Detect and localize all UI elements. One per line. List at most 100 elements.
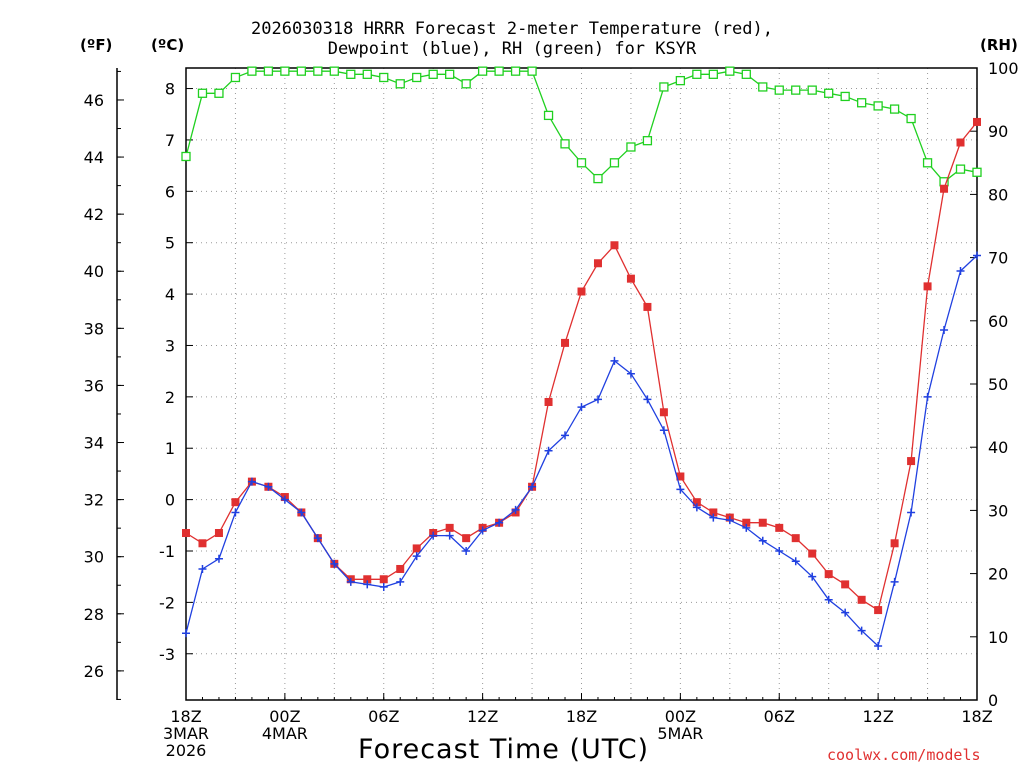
dewpoint-point xyxy=(379,582,388,591)
fahrenheit-axis-unit: (ºF) xyxy=(80,36,113,54)
temperature-point xyxy=(923,282,932,291)
chart-series xyxy=(181,66,982,651)
rh-tick-label: 20 xyxy=(988,565,1008,584)
dewpoint-point xyxy=(412,552,421,561)
rh-point xyxy=(280,66,290,76)
temperature-point xyxy=(462,534,471,543)
dewpoint-point xyxy=(626,369,635,378)
dewpoint-point xyxy=(692,503,701,512)
rh-point xyxy=(741,69,751,79)
rh-point xyxy=(461,79,471,89)
rh-tick-label: 30 xyxy=(988,501,1008,520)
dewpoint-point xyxy=(907,508,916,517)
chart-title-line1: 2026030318 HRRR Forecast 2-meter Tempera… xyxy=(251,19,773,39)
rh-point xyxy=(346,69,356,79)
temperature-point xyxy=(363,575,372,584)
rh-point xyxy=(906,113,916,124)
dewpoint-point xyxy=(857,626,866,635)
x-tick-label: 06Z xyxy=(368,707,399,726)
x-tick-label: 18Z xyxy=(961,707,992,726)
rh-point xyxy=(642,136,653,146)
dewpoint-point xyxy=(775,546,784,555)
fahrenheit-tick-label: 40 xyxy=(84,262,104,281)
dewpoint-point xyxy=(231,508,240,517)
rh-point xyxy=(824,88,834,98)
rh-point xyxy=(181,151,191,162)
rh-point xyxy=(922,158,933,168)
temperature-point xyxy=(626,274,635,283)
x-tick-label: 18Z 3MAR 2026 xyxy=(163,707,209,760)
rh-point xyxy=(477,66,488,76)
temperature-point xyxy=(824,570,833,579)
temperature-point xyxy=(610,241,619,250)
x-tick-label: 18Z xyxy=(566,707,597,726)
x-tick-label: 06Z xyxy=(764,707,795,726)
rh-point xyxy=(527,66,537,76)
dewpoint-point xyxy=(198,564,207,573)
temperature-point xyxy=(874,606,883,615)
temperature-point xyxy=(676,472,685,481)
dewpoint-point xyxy=(561,431,570,440)
rh-tick-label: 70 xyxy=(988,249,1008,268)
fahrenheit-tick-label: 38 xyxy=(84,319,104,338)
rh-point xyxy=(296,66,307,76)
celsius-tick-label: 7 xyxy=(165,131,175,150)
celsius-tick-label: 0 xyxy=(165,491,175,510)
temperature-point xyxy=(412,544,421,553)
fahrenheit-tick-label: 42 xyxy=(84,205,104,224)
x-tick-label: 00Z 4MAR xyxy=(262,707,308,743)
rh-point xyxy=(659,82,669,92)
temperature-point xyxy=(890,539,899,548)
dewpoint-point xyxy=(264,482,273,491)
rh-point xyxy=(428,69,438,79)
temperature-point xyxy=(742,518,751,527)
rh-point xyxy=(412,72,422,83)
temperature-point xyxy=(561,338,570,347)
dewpoint-point xyxy=(330,559,339,568)
rh-point xyxy=(972,167,982,177)
dewpoint-point xyxy=(363,580,372,589)
celsius-tick-label: 3 xyxy=(165,336,175,355)
chart-ticks: 2628303234363840424446-3-2-1012345678010… xyxy=(84,59,1019,760)
dewpoint-point xyxy=(214,554,223,563)
temperature-point xyxy=(544,397,553,406)
celsius-tick-label: 8 xyxy=(165,80,175,99)
rh-point xyxy=(758,82,768,92)
temperature-point xyxy=(445,523,454,532)
temperature-point xyxy=(577,287,586,296)
dewpoint-point xyxy=(956,266,965,275)
fahrenheit-tick-label: 44 xyxy=(84,148,104,167)
temperature-point xyxy=(593,259,602,268)
dewpoint-point xyxy=(577,403,586,412)
rh-point xyxy=(807,85,817,95)
temperature-point xyxy=(956,138,965,147)
temperature-point xyxy=(198,539,207,548)
temperature-point xyxy=(643,302,652,311)
rh-point xyxy=(247,66,257,76)
rh-point xyxy=(230,72,241,83)
dewpoint-point xyxy=(511,505,520,514)
rh-point xyxy=(543,110,554,121)
temperature-point xyxy=(231,498,240,507)
rh-point xyxy=(560,139,570,149)
source-credit: coolwx.com/models xyxy=(827,746,981,764)
temperature-point xyxy=(214,529,223,538)
rh-point xyxy=(955,164,966,174)
dewpoint-point xyxy=(495,518,504,527)
rh-point xyxy=(873,101,883,111)
temperature-point xyxy=(709,508,718,517)
rh-point xyxy=(774,85,784,95)
temperature-point xyxy=(775,523,784,532)
temperature-point xyxy=(907,457,916,466)
temperature-point xyxy=(808,549,817,558)
rh-point xyxy=(576,158,587,168)
rh-tick-label: 40 xyxy=(988,438,1008,457)
temperature-point xyxy=(182,529,190,538)
dewpoint-point xyxy=(890,577,899,586)
celsius-tick-label: 5 xyxy=(165,234,175,253)
dewpoint-point xyxy=(346,577,355,586)
rh-point xyxy=(626,142,636,152)
dewpoint-point xyxy=(874,642,883,651)
dewpoint-point xyxy=(478,526,487,535)
